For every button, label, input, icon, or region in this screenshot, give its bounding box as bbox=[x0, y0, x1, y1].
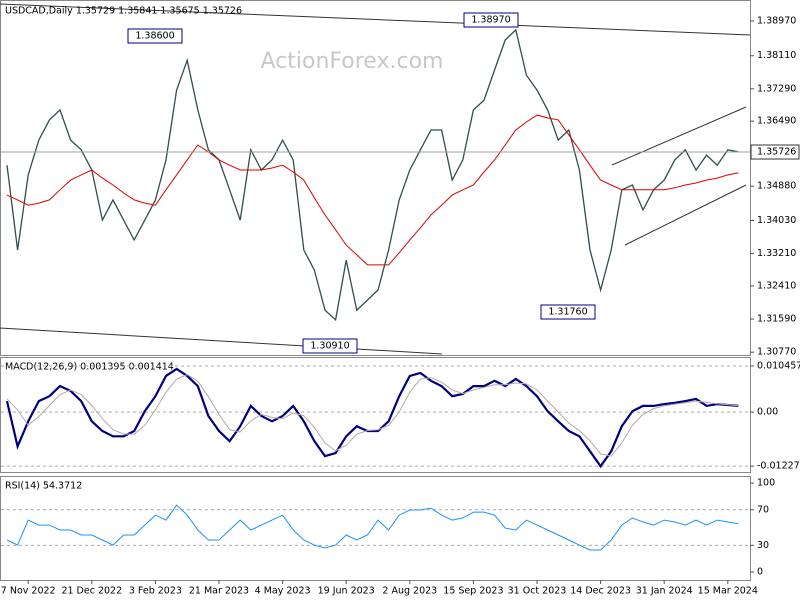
y-tick-label: 30 bbox=[757, 540, 769, 551]
x-tick-label: 4 May 2023 bbox=[255, 586, 311, 597]
indicator-title: RSI(14) 54.3712 bbox=[5, 481, 82, 492]
y-tick-label: 1.37290 bbox=[757, 83, 796, 94]
trend-line bbox=[0, 3, 751, 36]
watermark: ActionForex.com bbox=[261, 49, 444, 74]
y-tick-label: 1.33210 bbox=[757, 248, 796, 259]
x-tick-label: 19 Jun 2023 bbox=[318, 586, 375, 597]
macd-panel bbox=[0, 357, 751, 473]
x-tick-label: 3 Feb 2023 bbox=[129, 586, 182, 597]
y-tick-label: 0 bbox=[757, 567, 763, 578]
y-tick-label: 0.010457 bbox=[757, 361, 800, 372]
annotation-box bbox=[127, 28, 183, 44]
series-line bbox=[6, 114, 739, 266]
y-tick-label: 0.00 bbox=[757, 407, 778, 418]
rsi-panel bbox=[0, 476, 751, 581]
x-tick-label: 31 Oct 2023 bbox=[508, 586, 567, 597]
x-tick-label: 2 Aug 2023 bbox=[382, 586, 437, 597]
series-line bbox=[6, 28, 739, 322]
x-tick-label: 15 Sep 2023 bbox=[443, 586, 503, 597]
x-tick-label: 7 Nov 2022 bbox=[1, 586, 56, 597]
x-tick-label: 14 Dec 2023 bbox=[570, 586, 631, 597]
y-tick-label: 1.30770 bbox=[757, 347, 796, 358]
last-price-box bbox=[750, 144, 800, 160]
y-tick-label: 1.36490 bbox=[757, 116, 796, 127]
price-panel bbox=[0, 0, 751, 356]
series-line bbox=[6, 504, 739, 551]
indicator-title: MACD(12,26,9) 0.001395 0.001414 bbox=[5, 362, 174, 373]
annotation-box bbox=[302, 338, 358, 354]
y-tick-label: 1.38110 bbox=[757, 50, 796, 61]
chart-title: USDCAD,Daily 1.35729 1.35841 1.35675 1.3… bbox=[5, 6, 242, 17]
x-tick-label: 21 Dec 2022 bbox=[61, 586, 122, 597]
trend-line bbox=[0, 327, 443, 355]
y-tick-label: 1.34030 bbox=[757, 215, 796, 226]
annotation: 1.31760 bbox=[548, 307, 587, 318]
channel-line bbox=[611, 106, 747, 166]
x-tick-label: 21 Mar 2023 bbox=[189, 586, 249, 597]
y-tick-label: 1.32410 bbox=[757, 280, 796, 291]
x-tick-label: 15 Mar 2024 bbox=[698, 586, 758, 597]
last-price-label: 1.35726 bbox=[757, 147, 796, 158]
annotation: 1.30910 bbox=[310, 341, 349, 352]
series-line bbox=[6, 374, 739, 457]
y-tick-label: 1.31590 bbox=[757, 314, 796, 325]
annotation: 1.38600 bbox=[135, 31, 174, 42]
channel-line bbox=[624, 184, 747, 246]
y-tick-label: -0.012276 bbox=[757, 461, 800, 472]
annotation-box bbox=[540, 304, 596, 320]
y-tick-label: 100 bbox=[757, 478, 775, 489]
annotation: 1.38970 bbox=[471, 15, 510, 26]
y-tick-label: 70 bbox=[757, 504, 769, 515]
y-tick-label: 1.34880 bbox=[757, 181, 796, 192]
y-tick-label: 1.38970 bbox=[757, 16, 796, 27]
annotation-box bbox=[463, 12, 519, 28]
x-tick-label: 31 Jan 2024 bbox=[636, 586, 693, 597]
